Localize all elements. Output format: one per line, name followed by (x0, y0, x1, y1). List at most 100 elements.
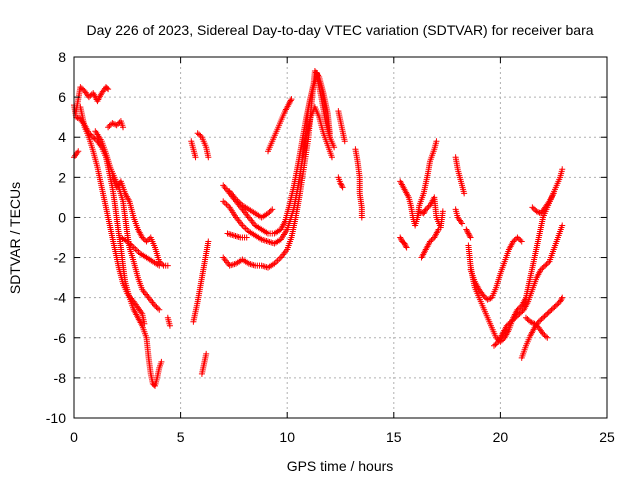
plus-marker (113, 122, 120, 129)
plus-marker (338, 181, 345, 188)
plus-marker (512, 314, 519, 321)
plus-marker (537, 266, 544, 273)
plus-marker (545, 309, 552, 316)
plus-marker (509, 317, 516, 324)
plus-marker (480, 292, 487, 299)
plus-marker (220, 198, 227, 205)
plus-marker (559, 294, 566, 301)
plus-marker (205, 238, 212, 245)
plus-marker (532, 322, 539, 329)
series-arc-21 (335, 108, 348, 145)
x-axis-label: GPS time / hours (287, 458, 394, 474)
plus-marker (439, 208, 446, 215)
plus-marker (224, 230, 231, 237)
plus-marker (225, 202, 232, 209)
series-arc-6 (105, 118, 127, 131)
plus-marker (544, 334, 551, 341)
plus-marker (243, 234, 250, 241)
plus-marker (74, 114, 81, 121)
plus-marker (241, 223, 248, 230)
plus-marker (541, 313, 548, 320)
plus-marker (516, 310, 523, 317)
plus-marker (143, 238, 150, 245)
series-arc-29 (452, 206, 466, 227)
plus-marker (422, 206, 429, 213)
plus-marker (196, 131, 203, 138)
plus-marker (459, 220, 466, 227)
y-tick-label: 6 (58, 89, 66, 105)
plus-marker (559, 222, 566, 229)
series-arc-10 (190, 238, 212, 325)
series-arc-32 (467, 234, 525, 303)
plus-marker (424, 205, 431, 212)
plus-marker (104, 85, 111, 92)
plus-marker (514, 234, 521, 241)
plus-marker (421, 209, 428, 216)
plus-marker (531, 320, 538, 327)
series-arc-22 (335, 174, 346, 191)
plus-marker (466, 233, 473, 240)
plot-frame (73, 56, 608, 419)
series-arc-25 (397, 234, 410, 251)
plus-marker (543, 261, 550, 268)
series-arc-33 (491, 222, 566, 349)
y-tick-label: 2 (58, 169, 66, 185)
plus-marker (286, 100, 293, 107)
plus-marker (263, 264, 270, 271)
plus-marker (269, 240, 276, 247)
plus-marker (112, 121, 119, 128)
plus-marker (140, 235, 147, 242)
series-arc-7 (109, 174, 171, 269)
plus-marker (557, 297, 564, 304)
plus-marker (401, 240, 408, 247)
plus-marker (481, 293, 488, 300)
plus-marker (265, 238, 272, 245)
plus-marker (557, 298, 564, 305)
plus-marker (433, 138, 440, 145)
plus-marker (402, 243, 409, 250)
axis-ticks: 0 5 10 15 20 25 -10 -8 -6 -4 -2 0 2 4 6 8 (46, 49, 615, 445)
plus-marker (552, 302, 559, 309)
plus-marker (158, 358, 165, 365)
plus-marker (515, 312, 522, 319)
plus-marker (228, 262, 235, 269)
plus-marker (288, 96, 295, 103)
plus-marker (192, 154, 199, 161)
plus-marker (77, 84, 84, 91)
y-tick-label: 4 (58, 129, 66, 145)
plus-marker (503, 322, 510, 329)
plus-marker (535, 318, 542, 325)
y-tick-label: -10 (46, 410, 66, 426)
plus-marker (522, 314, 529, 321)
plus-marker (530, 205, 537, 212)
plus-marker (540, 314, 547, 321)
y-tick-label: 8 (58, 49, 66, 65)
plus-marker (549, 305, 556, 312)
plus-marker (518, 238, 525, 245)
plus-marker (115, 120, 122, 127)
plus-marker (518, 309, 525, 316)
series-arc-3 (73, 84, 112, 115)
series-arc-36 (529, 190, 557, 217)
plus-marker (529, 204, 536, 211)
plus-marker (492, 341, 499, 348)
plus-marker (274, 257, 281, 264)
series-arc-35 (522, 314, 551, 341)
plus-marker (203, 350, 210, 357)
plus-marker (397, 235, 404, 242)
plus-marker (548, 306, 555, 313)
series-arc-16 (226, 188, 276, 221)
plus-marker (328, 154, 335, 161)
plus-marker (341, 138, 348, 145)
plus-marker (265, 210, 272, 217)
plus-marker (267, 207, 274, 214)
series-arc-9 (164, 314, 173, 329)
plus-marker (87, 92, 94, 99)
series-arc-12 (188, 138, 199, 161)
series-arc-30 (463, 226, 474, 241)
series-arc-5 (92, 128, 163, 313)
plus-marker (229, 231, 236, 238)
plus-marker (156, 306, 163, 313)
plus-marker (420, 210, 427, 217)
plus-marker (542, 262, 549, 269)
